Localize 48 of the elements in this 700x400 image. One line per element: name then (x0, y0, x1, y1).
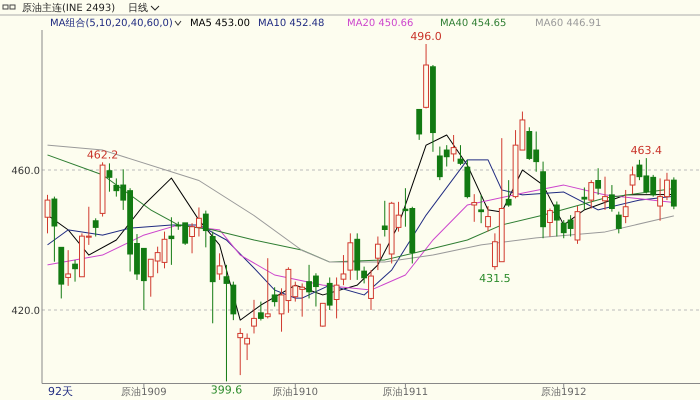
candlestick (450, 134, 457, 162)
text: MA5 453.00 (190, 18, 250, 29)
y-tick-label: 420.0 (11, 306, 40, 317)
annotation: 462.2 (86, 148, 118, 162)
candlestick (374, 236, 381, 271)
text: MA10 452.48 (258, 18, 324, 29)
x-tick-label: 原油1910 (272, 386, 318, 398)
candlestick (471, 194, 478, 222)
candlestick (216, 252, 222, 280)
candlestick (237, 328, 244, 376)
candlestick (540, 161, 546, 239)
candlestick (581, 187, 588, 210)
candlestick (368, 270, 374, 310)
candlestick (334, 276, 340, 319)
chart-subtitle: 日线 (128, 2, 148, 14)
text: MA40 454.65 (440, 18, 506, 29)
candlestick (65, 250, 72, 286)
candlestick (168, 216, 174, 266)
candlestick (574, 206, 580, 244)
candlestick (595, 168, 602, 196)
annotation: 463.4 (630, 144, 662, 158)
candlestick (326, 276, 333, 310)
candlestick (272, 286, 278, 307)
text: 92天 (48, 385, 73, 398)
candlestick (354, 232, 360, 280)
x-tick-label: 原油1909 (121, 386, 167, 398)
annotation: 496.0 (410, 30, 442, 43)
x-tick-label: 原油1912 (540, 386, 586, 398)
candlestick (244, 332, 250, 361)
candlestick (485, 206, 491, 232)
y-tick-label: 460.0 (11, 166, 40, 177)
candlestick (630, 166, 636, 195)
candlestick (210, 231, 216, 324)
annotation: 399.6 (210, 383, 242, 396)
candlestick (224, 264, 230, 382)
legend-title: MA组合(5,10,20,40,60,0) (50, 17, 173, 29)
candlestick (106, 162, 112, 192)
candlestick (340, 254, 346, 286)
candlestick (478, 194, 484, 224)
chart-title: 原油主连(INE 2493) (22, 2, 116, 14)
candlestick (251, 299, 257, 334)
candlestick (382, 200, 388, 237)
candlestick (602, 176, 608, 210)
x-tick-label: 原油1911 (382, 386, 428, 398)
candlestick (347, 232, 354, 280)
annotation: 431.5 (479, 272, 511, 285)
text: MA60 446.91 (535, 18, 602, 29)
text: MA20 450.66 (347, 18, 414, 29)
